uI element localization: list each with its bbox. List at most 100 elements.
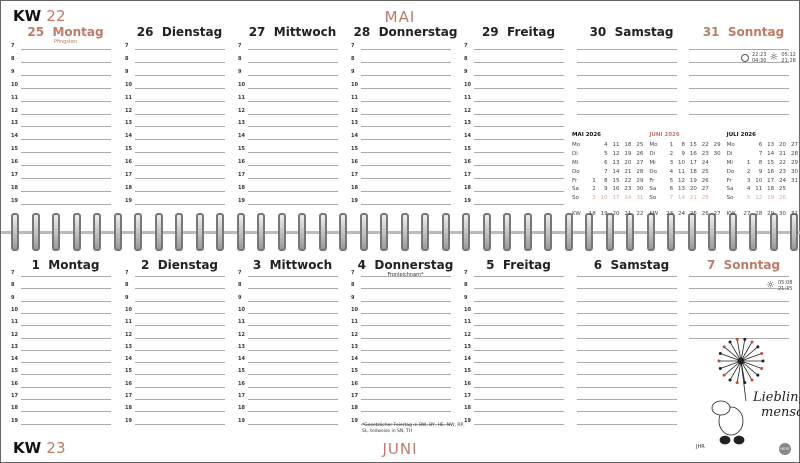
time-slot-line[interactable] — [474, 87, 564, 89]
time-slot-line[interactable] — [135, 87, 225, 89]
time-slot-line[interactable] — [135, 139, 225, 141]
time-slot-line[interactable] — [689, 113, 789, 115]
time-slot-line[interactable] — [135, 312, 225, 314]
time-slot-line[interactable] — [248, 74, 338, 76]
time-slot-line[interactable] — [361, 386, 451, 388]
time-slot-line[interactable] — [474, 325, 564, 327]
time-slot-line[interactable] — [361, 49, 451, 50]
time-slot-line[interactable] — [361, 411, 451, 413]
time-slot-line[interactable] — [689, 74, 789, 76]
time-slot-line[interactable] — [21, 423, 111, 425]
time-slot-line[interactable] — [474, 300, 564, 302]
time-slot-line[interactable] — [248, 300, 338, 302]
time-slot-line[interactable] — [248, 312, 338, 314]
time-slot-line[interactable] — [135, 190, 225, 192]
time-slot-line[interactable] — [135, 126, 225, 128]
time-slot-line[interactable] — [361, 300, 451, 302]
time-slot-line[interactable] — [248, 113, 338, 115]
time-slot-line[interactable] — [248, 87, 338, 89]
time-slot-line[interactable] — [361, 100, 451, 102]
time-slot-line[interactable] — [21, 374, 111, 376]
time-slot-line[interactable] — [577, 386, 677, 388]
time-slot-line[interactable] — [474, 74, 564, 76]
time-slot-line[interactable] — [135, 399, 225, 400]
time-slot-line[interactable] — [474, 139, 564, 141]
time-slot-line[interactable] — [248, 61, 338, 63]
time-slot-line[interactable] — [21, 113, 111, 115]
time-slot-line[interactable] — [474, 411, 564, 413]
time-slot-line[interactable] — [361, 312, 451, 314]
time-slot-line[interactable] — [361, 87, 451, 89]
time-slot-line[interactable] — [577, 349, 677, 351]
time-slot-line[interactable] — [577, 399, 677, 400]
time-slot-line[interactable] — [248, 399, 338, 400]
time-slot-line[interactable] — [474, 374, 564, 376]
time-slot-line[interactable] — [135, 165, 225, 167]
time-slot-line[interactable] — [689, 312, 789, 314]
time-slot-line[interactable] — [248, 190, 338, 192]
time-slot-line[interactable] — [135, 374, 225, 376]
time-slot-line[interactable] — [135, 152, 225, 154]
time-slot-line[interactable] — [248, 126, 338, 128]
time-slot-line[interactable] — [21, 165, 111, 167]
time-slot-line[interactable] — [135, 288, 225, 290]
time-slot-line[interactable] — [21, 411, 111, 413]
time-slot-line[interactable] — [21, 300, 111, 302]
time-slot-line[interactable] — [577, 100, 677, 102]
time-slot-line[interactable] — [361, 165, 451, 167]
time-slot-line[interactable] — [577, 61, 677, 63]
time-slot-line[interactable] — [361, 288, 451, 290]
time-slot-line[interactable] — [135, 61, 225, 63]
time-slot-line[interactable] — [21, 190, 111, 192]
time-slot-line[interactable] — [361, 61, 451, 63]
time-slot-line[interactable] — [135, 49, 225, 50]
time-slot-line[interactable] — [689, 49, 789, 50]
time-slot-line[interactable] — [361, 126, 451, 128]
time-slot-line[interactable] — [248, 100, 338, 102]
time-slot-line[interactable] — [474, 190, 564, 192]
time-slot-line[interactable] — [248, 386, 338, 388]
time-slot-line[interactable] — [21, 276, 111, 277]
time-slot-line[interactable] — [21, 152, 111, 154]
time-slot-line[interactable] — [21, 386, 111, 388]
time-slot-line[interactable] — [21, 362, 111, 364]
time-slot-line[interactable] — [361, 325, 451, 327]
time-slot-line[interactable] — [21, 49, 111, 50]
time-slot-line[interactable] — [135, 100, 225, 102]
time-slot-line[interactable] — [248, 349, 338, 351]
time-slot-line[interactable] — [577, 87, 677, 89]
time-slot-line[interactable] — [21, 178, 111, 179]
time-slot-line[interactable] — [135, 74, 225, 76]
time-slot-line[interactable] — [361, 276, 451, 277]
time-slot-line[interactable] — [248, 139, 338, 141]
time-slot-line[interactable] — [577, 49, 677, 50]
time-slot-line[interactable] — [21, 87, 111, 89]
time-slot-line[interactable] — [21, 337, 111, 339]
time-slot-line[interactable] — [577, 362, 677, 364]
time-slot-line[interactable] — [474, 288, 564, 290]
time-slot-line[interactable] — [474, 203, 564, 205]
time-slot-line[interactable] — [361, 349, 451, 351]
time-slot-line[interactable] — [361, 203, 451, 205]
time-slot-line[interactable] — [248, 411, 338, 413]
time-slot-line[interactable] — [474, 349, 564, 351]
time-slot-line[interactable] — [474, 362, 564, 364]
time-slot-line[interactable] — [361, 362, 451, 364]
time-slot-line[interactable] — [361, 74, 451, 76]
time-slot-line[interactable] — [474, 178, 564, 179]
time-slot-line[interactable] — [21, 325, 111, 327]
time-slot-line[interactable] — [577, 288, 677, 290]
time-slot-line[interactable] — [361, 139, 451, 141]
time-slot-line[interactable] — [474, 49, 564, 50]
time-slot-line[interactable] — [21, 288, 111, 290]
time-slot-line[interactable] — [21, 74, 111, 76]
time-slot-line[interactable] — [248, 288, 338, 290]
time-slot-line[interactable] — [21, 203, 111, 205]
time-slot-line[interactable] — [135, 362, 225, 364]
time-slot-line[interactable] — [135, 411, 225, 413]
time-slot-line[interactable] — [474, 113, 564, 115]
time-slot-line[interactable] — [474, 337, 564, 339]
time-slot-line[interactable] — [577, 374, 677, 376]
time-slot-line[interactable] — [361, 152, 451, 154]
time-slot-line[interactable] — [474, 386, 564, 388]
